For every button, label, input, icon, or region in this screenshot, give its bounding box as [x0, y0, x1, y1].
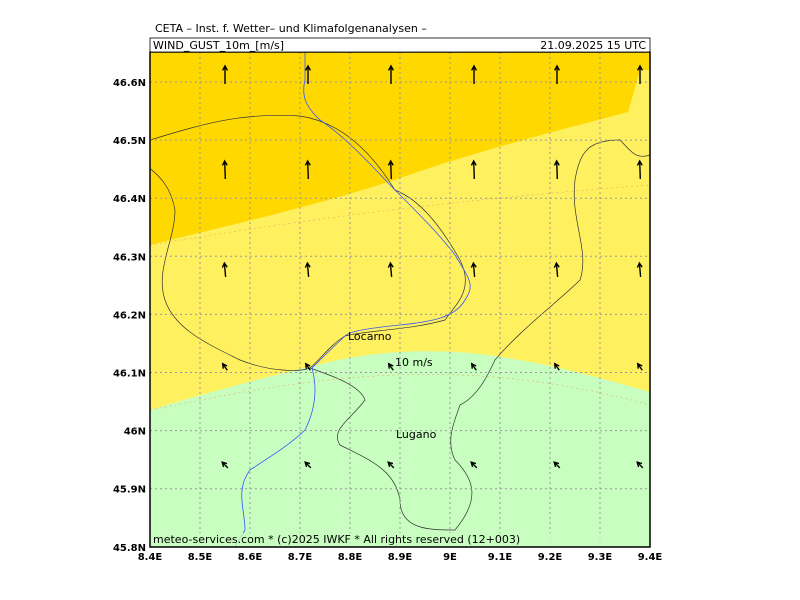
wind-arrow	[221, 64, 229, 84]
wind-arrow	[221, 461, 229, 469]
wind-arrow	[636, 64, 644, 84]
wind-arrow	[387, 461, 395, 469]
y-tick-label: 46.6N	[113, 78, 146, 89]
place-label: Locarno	[348, 330, 392, 343]
axis-labels: 8.4E 8.5E 8.6E 8.7E 8.8E 8.9E 9E 9.1E 9.2E 9.3E 9.…	[113, 78, 662, 563]
x-tick-label: 8.6E	[238, 552, 263, 563]
wind-arrow	[470, 261, 477, 278]
x-tick-label: 9.2E	[538, 552, 563, 563]
wind-arrow	[553, 159, 560, 180]
lake-river	[234, 52, 471, 547]
wind-arrow	[636, 461, 644, 469]
wind-arrow	[470, 461, 478, 469]
wind-arrow	[221, 362, 228, 371]
map-area	[150, 52, 650, 547]
x-tick-label: 8.7E	[288, 552, 313, 563]
wind-arrow	[553, 461, 561, 469]
border	[494, 139, 650, 361]
y-tick-label: 45.8N	[113, 543, 146, 554]
wind-arrows	[221, 64, 644, 469]
y-tick-label: 46.3N	[113, 252, 146, 263]
wind-arrow	[221, 159, 228, 180]
wind-arrow	[221, 261, 228, 278]
wind-arrow	[636, 362, 643, 371]
wind-arrow	[470, 159, 477, 180]
wind-arrow	[553, 261, 560, 278]
x-tick-label: 8.5E	[188, 552, 213, 563]
x-tick-label: 8.8E	[338, 552, 363, 563]
y-tick-label: 46.1N	[113, 369, 146, 380]
valid-time: 21.09.2025 15 UTC	[540, 39, 646, 52]
wind-arrow	[304, 261, 311, 278]
x-tick-label: 9.1E	[488, 552, 513, 563]
x-tick-label: 8.4E	[138, 552, 163, 563]
wind-arrow	[304, 461, 312, 469]
wind-arrow	[470, 64, 478, 84]
wind-arrow	[387, 159, 394, 180]
y-tick-label: 45.9N	[113, 485, 146, 496]
wind-arrow	[304, 159, 311, 180]
contour-label: 10 m/s	[395, 356, 433, 369]
x-tick-label: 8.9E	[388, 552, 413, 563]
y-tick-label: 46.2N	[113, 310, 146, 321]
border	[309, 359, 496, 531]
wind-arrow	[387, 362, 394, 371]
wind-arrow	[304, 362, 311, 371]
header-title: CETA – Inst. f. Wetter– und Klimafolgena…	[155, 22, 427, 35]
y-tick-label: 46.5N	[113, 136, 146, 147]
wind-arrow	[304, 64, 312, 84]
footer: meteo-services.com * (c)2025 IWKF * All …	[153, 533, 520, 546]
parameter: WIND_GUST_10m_[m/s]	[153, 39, 284, 52]
wind-arrow	[553, 362, 560, 371]
wind-arrow	[553, 64, 561, 84]
x-tick-label: 9.4E	[638, 552, 663, 563]
wind-arrow	[387, 64, 395, 84]
x-tick-label: 9E	[443, 552, 457, 563]
place-label: Lugano	[396, 428, 437, 441]
y-tick-label: 46.4N	[113, 194, 146, 205]
wind-arrow	[636, 159, 643, 180]
x-tick-label: 9.3E	[588, 552, 613, 563]
border	[150, 114, 466, 371]
y-tick-label: 46N	[124, 427, 146, 438]
wind-arrow	[387, 261, 394, 278]
wind-arrow	[636, 261, 643, 278]
wind-arrow	[470, 362, 477, 371]
header-box	[149, 37, 651, 53]
grid	[150, 52, 650, 547]
footer-bg	[151, 533, 649, 546]
